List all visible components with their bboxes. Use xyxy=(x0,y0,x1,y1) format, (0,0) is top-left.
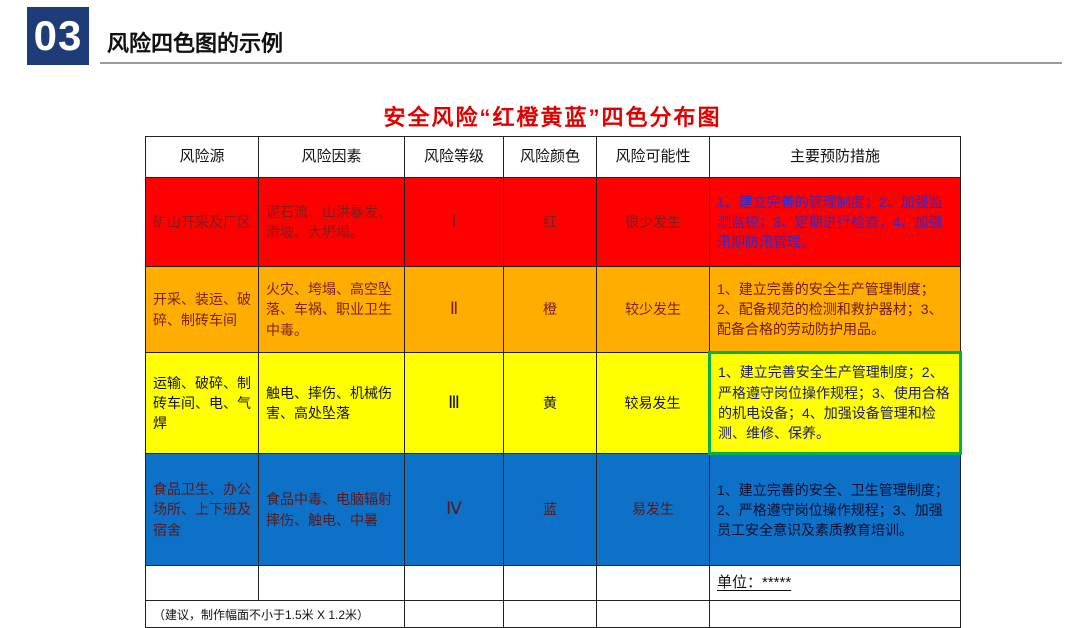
header-divider xyxy=(100,62,1062,64)
measures-cell: 1、建立完善的安全生产管理制度；2、配备规范的检测和救护器材；3、配备合格的劳动… xyxy=(709,266,961,353)
likelihood-cell: 很少发生 xyxy=(596,177,710,267)
header-risk-likelihood: 风险可能性 xyxy=(596,136,710,178)
color-name-cell: 黄 xyxy=(503,352,597,454)
color-name-cell: 蓝 xyxy=(503,453,597,566)
empty-cell xyxy=(503,599,597,628)
empty-cell xyxy=(596,599,710,628)
page-title: 风险四色图的示例 xyxy=(107,31,284,56)
source-cell: 食品卫生、办公场所、上下班及宿舍 xyxy=(145,453,259,566)
section-number-box: 03 xyxy=(27,7,89,65)
table-row-yellow: 运输、破碎、制砖车间、电、气焊 触电、摔伤、机械伤害、高处坠落 Ⅲ 黄 较易发生… xyxy=(145,351,962,455)
empty-cell xyxy=(404,599,504,628)
table-header-row: 风险源 风险因素 风险等级 风险颜色 风险可能性 主要预防措施 xyxy=(145,136,961,178)
table-title: 安全风险“红橙黄蓝”四色分布图 xyxy=(383,105,722,130)
header-risk-color: 风险颜色 xyxy=(503,136,597,178)
table-row-blue: 食品卫生、办公场所、上下班及宿舍 食品中毒、电脑辐射摔伤、触电、中暑 Ⅳ 蓝 易… xyxy=(145,453,961,566)
measures-cell: 1、建立完善的安全、卫生管理制度；2、严格遵守岗位操作规程；3、加强员工安全意识… xyxy=(709,453,961,566)
factors-cell: 触电、摔伤、机械伤害、高处坠落 xyxy=(258,352,405,454)
empty-cell xyxy=(404,565,504,601)
header-risk-factors: 风险因素 xyxy=(258,136,405,178)
empty-cell xyxy=(145,565,259,601)
likelihood-cell: 较少发生 xyxy=(596,266,710,353)
source-cell: 运输、破碎、制砖车间、电、气焊 xyxy=(145,352,259,454)
empty-cell xyxy=(709,599,961,628)
color-name-cell: 红 xyxy=(503,177,597,267)
factors-cell: 火灾、垮塌、高空坠落、车祸、职业卫生中毒。 xyxy=(258,266,405,353)
unit-label: 单位：***** xyxy=(717,574,792,592)
size-suggestion-note: （建议，制作幅面不小于1.5米 X 1.2米） xyxy=(153,608,370,622)
empty-cell xyxy=(596,565,710,601)
risk-four-color-table: 风险源 风险因素 风险等级 风险颜色 风险可能性 主要预防措施 矿山开采及厂区 … xyxy=(145,136,962,628)
source-cell: 矿山开采及厂区 xyxy=(145,177,259,267)
table-footer-note-row: （建议，制作幅面不小于1.5米 X 1.2米） xyxy=(145,599,961,628)
likelihood-cell: 易发生 xyxy=(596,453,710,566)
empty-cell xyxy=(503,565,597,601)
level-cell: Ⅰ xyxy=(404,177,504,267)
level-cell: Ⅳ xyxy=(404,453,504,566)
header-risk-source: 风险源 xyxy=(145,136,259,178)
table-footer-unit-row: 单位：***** xyxy=(145,565,961,601)
factors-cell: 泥石流、山洪暴发、滑坡、大坍塌。 xyxy=(258,177,405,267)
level-cell: Ⅱ xyxy=(404,266,504,353)
source-cell: 开采、装运、破碎、制砖车间 xyxy=(145,266,259,353)
likelihood-cell: 较易发生 xyxy=(596,352,710,454)
header-main-measures: 主要预防措施 xyxy=(709,136,961,178)
section-number: 03 xyxy=(33,12,83,59)
measures-cell: 1、建立完善安全生产管理制度；2、严格遵守岗位操作规程；3、使用合格的机电设备；… xyxy=(708,351,962,455)
factors-cell: 食品中毒、电脑辐射摔伤、触电、中暑 xyxy=(258,453,405,566)
empty-cell xyxy=(258,565,405,601)
color-name-cell: 橙 xyxy=(503,266,597,353)
measures-cell: 1、建立完善的管理制度；2、加强监测监控；3、定期进行检查，4、加强汛期防汛管理… xyxy=(709,177,961,267)
level-cell: Ⅲ xyxy=(404,352,504,454)
table-row-orange: 开采、装运、破碎、制砖车间 火灾、垮塌、高空坠落、车祸、职业卫生中毒。 Ⅱ 橙 … xyxy=(145,266,961,353)
header-risk-level: 风险等级 xyxy=(404,136,504,178)
unit-cell: 单位：***** xyxy=(709,565,961,601)
note-cell: （建议，制作幅面不小于1.5米 X 1.2米） xyxy=(145,599,405,628)
table-row-red: 矿山开采及厂区 泥石流、山洪暴发、滑坡、大坍塌。 Ⅰ 红 很少发生 1、建立完善… xyxy=(145,177,961,267)
